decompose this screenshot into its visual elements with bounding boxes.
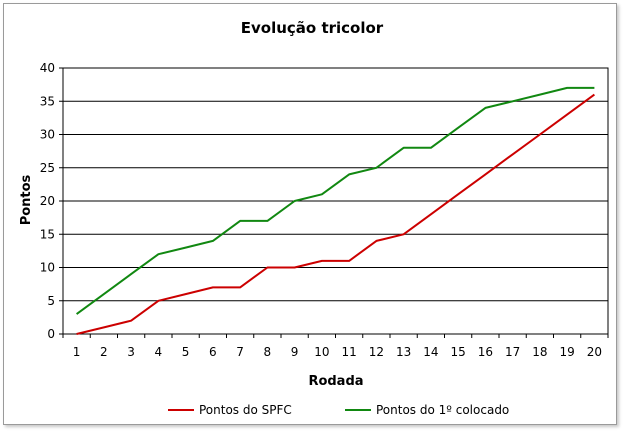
chart-frame [3, 3, 617, 425]
x-tick-label: 12 [369, 345, 384, 359]
y-tick-label: 25 [40, 161, 55, 175]
x-tick-label: 16 [478, 345, 493, 359]
x-tick-label: 14 [423, 345, 438, 359]
x-tick-label: 4 [155, 345, 163, 359]
x-tick-label: 20 [587, 345, 602, 359]
x-tick-label: 18 [532, 345, 547, 359]
x-axis-label: Rodada [308, 374, 363, 389]
y-tick-label: 30 [40, 128, 55, 142]
chart-title: Evolução tricolor [241, 19, 384, 37]
legend: Pontos do SPFC Pontos do 1º colocado [168, 403, 509, 417]
y-axis-ticks: 0 5 10 15 20 25 30 35 40 [40, 61, 63, 341]
series-line-2 [76, 86, 595, 315]
grid-lines [63, 100, 608, 302]
y-tick-label: 15 [40, 227, 55, 241]
x-tick-label: 10 [314, 345, 329, 359]
x-tick-label: 17 [505, 345, 520, 359]
y-tick-label: 5 [47, 294, 55, 308]
x-tick-label: 11 [341, 345, 356, 359]
y-tick-label: 0 [47, 327, 55, 341]
x-tick-label: 19 [559, 345, 574, 359]
y-tick-label: 10 [40, 261, 55, 275]
x-tick-label: 7 [236, 345, 244, 359]
x-tick-label: 1 [73, 345, 81, 359]
y-tick-label: 40 [40, 61, 55, 75]
y-tick-label: 20 [40, 194, 55, 208]
y-axis-label: Pontos [19, 174, 34, 225]
x-axis-ticks: 1 2 3 4 5 6 7 8 9 10 11 12 13 14 15 16 17 18 19 20 [62, 334, 609, 359]
x-tick-label: 2 [100, 345, 108, 359]
x-tick-label: 6 [209, 345, 217, 359]
x-tick-label: 3 [127, 345, 135, 359]
x-tick-label: 5 [182, 345, 190, 359]
x-tick-label: 15 [450, 345, 465, 359]
series-line-1 [76, 93, 595, 335]
x-tick-label: 13 [396, 345, 411, 359]
y-tick-label: 35 [40, 94, 55, 108]
x-tick-label: 8 [264, 345, 272, 359]
x-tick-label: 9 [291, 345, 299, 359]
legend-label-2: Pontos do 1º colocado [376, 403, 509, 417]
series-lines [76, 86, 595, 335]
legend-label-1: Pontos do SPFC [199, 403, 292, 417]
